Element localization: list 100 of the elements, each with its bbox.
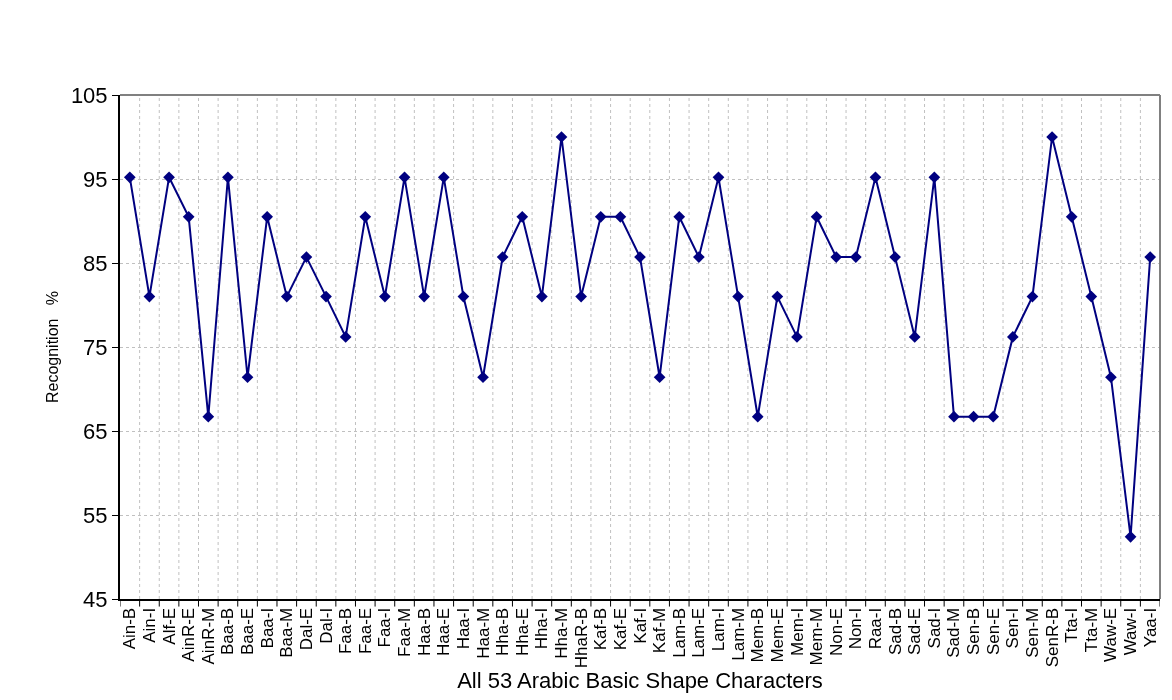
x-tick-label: Sen-M (1022, 607, 1042, 658)
x-tick-label: Tta-M (1081, 607, 1101, 653)
y-tick-label: 85 (83, 250, 108, 276)
point (948, 410, 960, 423)
x-tick-label: Ain-I (139, 607, 159, 643)
x-tick-label: Hha-B (493, 607, 513, 656)
x-tick-label: Yaa-I (1140, 607, 1160, 648)
x-tick-label: HhaR-B (571, 607, 591, 669)
point (202, 410, 215, 423)
x-tick-label: AinR-M (198, 607, 218, 665)
x-tick-label: Sad-I (924, 607, 944, 649)
x-tick-label: Sad-E (905, 607, 925, 656)
x-tick-label: Dal-I (316, 607, 336, 644)
x-tick-label: Alf-E (159, 607, 179, 645)
point (241, 371, 254, 384)
x-tick-label: Sad-M (944, 607, 964, 658)
point (457, 290, 470, 303)
x-tick-label: Sad-B (885, 607, 905, 656)
y-tick-label: 55 (83, 502, 108, 528)
point (555, 131, 568, 143)
x-tick-label: Haa-B (414, 607, 434, 656)
y-tick-label: 65 (83, 418, 108, 444)
x-tick-label: Non-E (826, 607, 846, 656)
point (516, 210, 529, 223)
x-tick-label: Baa-B (218, 607, 238, 656)
point (359, 210, 372, 223)
point (182, 210, 195, 223)
point (712, 171, 725, 184)
y-tick-label: 75 (83, 334, 108, 360)
point (889, 251, 901, 263)
x-tick-label: Faa-M (395, 607, 415, 657)
x-tick-label: Lam-I (709, 607, 729, 652)
point (1065, 210, 1078, 223)
point (908, 331, 921, 343)
x-tick-label: AinR-E (179, 607, 199, 662)
x-tick-label: Waw-E (1101, 607, 1121, 662)
x-tick-label: Haa-E (434, 607, 454, 656)
x-tick-label: Mem-M (807, 607, 827, 666)
point (1105, 371, 1117, 384)
x-tick-label: Baa-M (277, 607, 297, 658)
y-tick-label: 95 (83, 166, 108, 192)
x-tick-label: Kaf-E (610, 607, 630, 651)
point (1144, 251, 1157, 263)
x-tick-label: Hha-I (532, 607, 552, 650)
x-tick-label: Baa-I (257, 607, 277, 649)
point (850, 251, 862, 263)
x-tick-label: SenR-B (1042, 607, 1062, 668)
x-tick-label: Dal-E (296, 607, 316, 651)
point (869, 171, 882, 184)
x-tick-label: Lam-M (728, 607, 748, 661)
x-axis-title: All 53 Arabic Basic Shape Characters (457, 668, 823, 694)
y-tick-label: 45 (83, 586, 108, 612)
point (496, 251, 509, 263)
x-tick-label: Hha-M (552, 607, 572, 659)
point (123, 171, 136, 184)
x-tick-label: Mem-E (767, 607, 787, 663)
point (261, 210, 274, 223)
point (614, 210, 627, 223)
y-tick-label: 105 (70, 82, 108, 108)
point (339, 331, 352, 343)
x-tick-label: Lam-B (669, 607, 689, 658)
x-tick-label: Waw-I (1121, 607, 1141, 656)
point (928, 171, 941, 184)
x-tick-label: Ain-B (120, 607, 140, 650)
x-tick-label: Non-I (846, 607, 866, 650)
point (987, 410, 1000, 423)
y-axis-title: Recognition % (44, 290, 62, 404)
x-tick-label: Haa-I (453, 607, 473, 650)
x-tick-label: Lam-E (689, 607, 709, 658)
x-tick-label: Sen-I (1003, 607, 1023, 649)
point (810, 210, 823, 223)
x-tick-label: Faa-E (355, 607, 375, 655)
x-tick-label: Mem-I (787, 607, 807, 656)
point (693, 251, 705, 263)
x-tick-label: Mem-B (748, 607, 768, 663)
point (300, 251, 313, 263)
point (280, 290, 293, 303)
x-tick-label: Faa-B (336, 607, 356, 655)
x-tick-label: Sen-E (983, 607, 1003, 656)
point (732, 290, 744, 303)
x-tick-label: Kaf-I (630, 607, 650, 644)
point (771, 290, 784, 303)
point (320, 290, 332, 303)
x-tick-label: Tta-I (1062, 607, 1082, 643)
x-tick-label: Raa-I (865, 607, 885, 650)
point (967, 410, 980, 423)
x-tick-label: Hha-E (512, 607, 532, 656)
x-tick-label: Haa-M (473, 607, 493, 659)
x-tick-label: Kaf-M (650, 607, 670, 654)
x-tick-label: Baa-E (238, 607, 258, 656)
point (379, 290, 391, 303)
point (1085, 290, 1098, 303)
point (594, 210, 607, 223)
point (222, 171, 234, 184)
point (673, 210, 686, 223)
x-tick-label: Faa-I (375, 607, 395, 648)
point (1026, 290, 1039, 303)
x-tick-label: Sen-B (964, 607, 984, 656)
point (477, 371, 489, 384)
point (1006, 331, 1019, 343)
